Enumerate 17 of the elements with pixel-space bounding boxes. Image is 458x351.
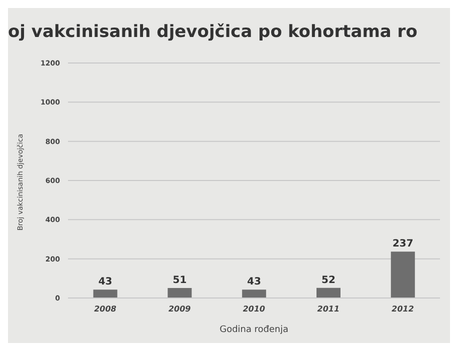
x-tick-label: 2008 [94,304,117,314]
data-label: 51 [172,275,187,286]
bar [316,288,340,298]
data-label: 52 [322,274,336,286]
bar [242,290,266,298]
x-tick-label: 2010 [242,304,266,314]
data-label: 43 [247,276,262,288]
x-tick-label: 2009 [168,304,192,314]
x-axis-title: Godina rođenja [220,325,288,335]
chart-title: oj vakcinisanih djevojčica po kohortama ro [8,22,418,42]
x-tick-label: 2011 [317,304,340,314]
data-label: 43 [98,276,112,288]
x-tick-label: 2012 [392,304,414,314]
bar [168,288,192,298]
bar [390,252,415,298]
bar [93,290,118,298]
data-label: 237 [392,238,414,250]
